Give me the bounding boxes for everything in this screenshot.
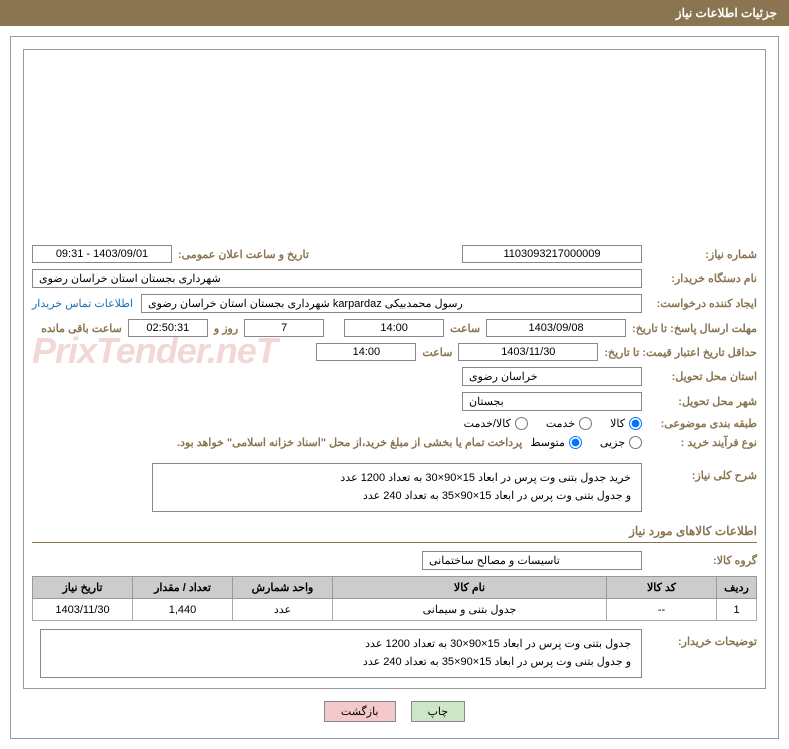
print-button[interactable]: چاپ: [411, 701, 466, 722]
remaining-label: ساعت باقی مانده: [35, 322, 128, 335]
payment-note: پرداخت تمام یا بخشی از مبلغ خرید،از محل …: [177, 436, 530, 449]
th-code: کد کالا: [607, 577, 717, 599]
deadline-time-label: ساعت: [444, 322, 486, 335]
province-label: استان محل تحویل:: [642, 370, 757, 383]
th-qty: تعداد / مقدار: [133, 577, 233, 599]
th-date: تاریخ نیاز: [33, 577, 133, 599]
footer-buttons: چاپ بازگشت: [23, 701, 766, 722]
page-title: جزئیات اطلاعات نیاز: [676, 6, 777, 20]
radio-goods-input[interactable]: [629, 417, 642, 430]
cell-qty: 1,440: [133, 599, 233, 621]
th-unit: واحد شمارش: [233, 577, 333, 599]
validity-time-label: ساعت: [416, 346, 458, 359]
radio-goods[interactable]: کالا: [610, 417, 642, 430]
items-table: ردیف کد کالا نام کالا واحد شمارش تعداد /…: [32, 576, 757, 621]
th-row: ردیف: [717, 577, 757, 599]
buyer-org-label: نام دستگاه خریدار:: [642, 272, 757, 285]
radio-service-input[interactable]: [579, 417, 592, 430]
summary-line2: و جدول بتنی وت پرس در ابعاد 15×90×35 به …: [163, 488, 631, 506]
row-category: طبقه بندی موضوعی: کالا خدمت کالا/خدمت: [32, 417, 757, 430]
days-remaining: 7: [244, 319, 324, 337]
cell-row: 1: [717, 599, 757, 621]
radio-small-label: جزیی: [600, 436, 625, 449]
row-buyer-org: نام دستگاه خریدار: شهرداری بجستان استان …: [32, 269, 757, 288]
row-group: گروه کالا: تاسیسات و مصالح ساختمانی: [32, 551, 757, 570]
need-number-value: 1103093217000009: [462, 245, 642, 263]
process-label: نوع فرآیند خرید :: [642, 436, 757, 449]
buyer-contact-link[interactable]: اطلاعات تماس خریدار: [32, 297, 141, 310]
row-process: نوع فرآیند خرید : جزیی متوسط پرداخت تمام…: [32, 436, 757, 449]
radio-medium-label: متوسط: [530, 436, 565, 449]
radio-goods-label: کالا: [610, 417, 625, 430]
validity-label: حداقل تاریخ اعتبار قیمت: تا تاریخ:: [598, 346, 757, 359]
radio-service-label: خدمت: [546, 417, 575, 430]
buyer-notes-line2: و جدول بتنی وت پرس در ابعاد 15×90×35 به …: [51, 654, 631, 672]
row-buyer-notes: توضیحات خریدار: جدول بتنی وت پرس در ابعا…: [32, 629, 757, 678]
cell-date: 1403/11/30: [33, 599, 133, 621]
radio-both[interactable]: کالا/خدمت: [464, 417, 528, 430]
details-panel: PrixTender.neT شماره نیاز: 1103093217000…: [23, 49, 766, 689]
requester-label: ایجاد کننده درخواست:: [642, 297, 757, 310]
items-section-title: اطلاعات کالاهای مورد نیاز: [32, 524, 757, 543]
group-value: تاسیسات و مصالح ساختمانی: [422, 551, 642, 570]
outer-panel: PrixTender.neT شماره نیاز: 1103093217000…: [10, 36, 779, 739]
announce-value: 1403/09/01 - 09:31: [32, 245, 172, 263]
summary-line1: خرید جدول بتنی وت پرس در ابعاد 15×90×30 …: [163, 470, 631, 488]
countdown-timer: 02:50:31: [128, 319, 208, 337]
deadline-label: مهلت ارسال پاسخ: تا تاریخ:: [626, 322, 757, 335]
table-header-row: ردیف کد کالا نام کالا واحد شمارش تعداد /…: [33, 577, 757, 599]
cell-unit: عدد: [233, 599, 333, 621]
need-number-label: شماره نیاز:: [642, 248, 757, 261]
buyer-org-value: شهرداری بجستان استان خراسان رضوی: [32, 269, 642, 288]
row-city: شهر محل تحویل: بجستان: [32, 392, 757, 411]
deadline-date: 1403/09/08: [486, 319, 626, 337]
radio-small-input[interactable]: [629, 436, 642, 449]
buyer-notes-line1: جدول بتنی وت پرس در ابعاد 15×90×30 به تع…: [51, 636, 631, 654]
province-value: خراسان رضوی: [462, 367, 642, 386]
deadline-time: 14:00: [344, 319, 444, 337]
back-button[interactable]: بازگشت: [324, 701, 396, 722]
row-need-number: شماره نیاز: 1103093217000009 تاریخ و ساع…: [32, 245, 757, 263]
announce-label: تاریخ و ساعت اعلان عمومی:: [172, 248, 315, 261]
process-radios: جزیی متوسط: [530, 436, 642, 449]
cell-name: جدول بتنی و سیمانی: [333, 599, 607, 621]
radio-medium-input[interactable]: [569, 436, 582, 449]
validity-time: 14:00: [316, 343, 416, 361]
row-validity: حداقل تاریخ اعتبار قیمت: تا تاریخ: 1403/…: [32, 343, 757, 361]
radio-both-label: کالا/خدمت: [464, 417, 511, 430]
row-province: استان محل تحویل: خراسان رضوی: [32, 367, 757, 386]
buyer-notes-box: جدول بتنی وت پرس در ابعاد 15×90×30 به تع…: [40, 629, 642, 678]
requester-value: رسول محمدبیکی karpardaz شهرداری بجستان ا…: [141, 294, 642, 313]
th-name: نام کالا: [333, 577, 607, 599]
radio-service[interactable]: خدمت: [546, 417, 592, 430]
radio-both-input[interactable]: [515, 417, 528, 430]
validity-date: 1403/11/30: [458, 343, 598, 361]
row-requester: ایجاد کننده درخواست: رسول محمدبیکی karpa…: [32, 294, 757, 313]
row-summary: شرح کلی نیاز: خرید جدول بتنی وت پرس در ا…: [32, 463, 757, 512]
table-row: 1 -- جدول بتنی و سیمانی عدد 1,440 1403/1…: [33, 599, 757, 621]
cell-code: --: [607, 599, 717, 621]
summary-box: خرید جدول بتنی وت پرس در ابعاد 15×90×30 …: [152, 463, 642, 512]
category-radios: کالا خدمت کالا/خدمت: [464, 417, 642, 430]
row-deadline: مهلت ارسال پاسخ: تا تاریخ: 1403/09/08 سا…: [32, 319, 757, 337]
days-and-label: روز و: [208, 322, 244, 335]
city-label: شهر محل تحویل:: [642, 395, 757, 408]
page-header: جزئیات اطلاعات نیاز: [0, 0, 789, 26]
category-label: طبقه بندی موضوعی:: [642, 417, 757, 430]
radio-medium[interactable]: متوسط: [530, 436, 582, 449]
radio-small[interactable]: جزیی: [600, 436, 642, 449]
summary-label: شرح کلی نیاز:: [642, 463, 757, 482]
group-label: گروه کالا:: [642, 554, 757, 567]
city-value: بجستان: [462, 392, 642, 411]
buyer-notes-label: توضیحات خریدار:: [642, 629, 757, 648]
